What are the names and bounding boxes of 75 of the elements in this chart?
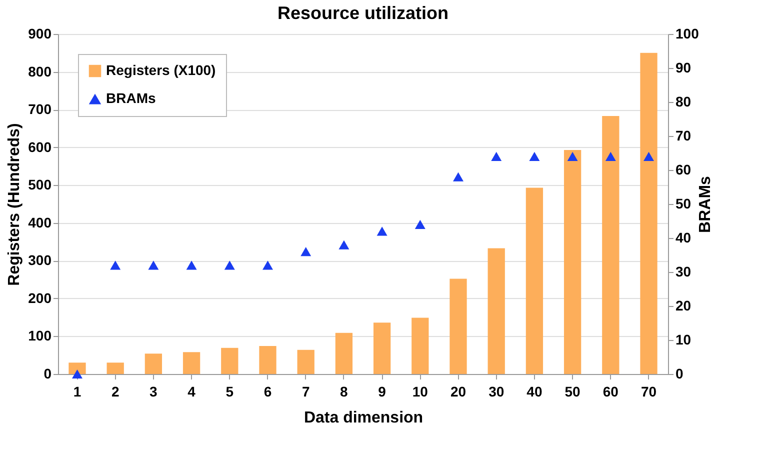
x-tick-label: 1 xyxy=(73,384,82,400)
bar xyxy=(373,322,391,374)
bar xyxy=(602,116,620,374)
y-tick-label: 700 xyxy=(28,101,52,118)
x-axis-title: Data dimension xyxy=(304,410,424,426)
y-tick-label: 500 xyxy=(28,176,52,193)
bar xyxy=(182,352,200,374)
x-tick-label: 40 xyxy=(526,384,542,400)
y-tick-label: 400 xyxy=(28,214,52,230)
legend-label: BRAMs xyxy=(106,90,156,106)
y-tick-label: 100 xyxy=(28,328,52,344)
x-tick-label: 6 xyxy=(264,384,272,400)
point xyxy=(186,260,197,270)
chart-title: Resource utilization xyxy=(277,3,449,23)
point xyxy=(148,260,159,270)
x-tick-label: 9 xyxy=(378,384,386,400)
y-tick-label: 600 xyxy=(28,138,52,155)
y2-tick-label: 10 xyxy=(676,332,692,348)
bar xyxy=(144,354,162,374)
y2-tick-label: 0 xyxy=(676,366,684,382)
bar xyxy=(640,52,658,374)
y-axis-title: Registers (Hundreds) xyxy=(6,123,24,286)
y-tick-label: 0 xyxy=(44,366,52,382)
point xyxy=(300,247,312,256)
y2-tick-label: 80 xyxy=(676,94,692,110)
y2-tick-label: 70 xyxy=(676,128,692,144)
x-tick-label: 2 xyxy=(111,384,120,400)
y2-tick-label: 90 xyxy=(676,60,692,76)
point xyxy=(644,152,654,161)
bar xyxy=(297,350,314,374)
point xyxy=(224,260,235,270)
x-tick-label: 20 xyxy=(450,384,466,400)
x-tick-label: 3 xyxy=(150,384,158,400)
y2-tick-label: 20 xyxy=(676,298,692,314)
y2-tick-label: 60 xyxy=(676,162,692,178)
bar xyxy=(526,188,544,374)
point xyxy=(414,220,426,229)
bar xyxy=(450,278,467,374)
y2-axis-title: BRAMs xyxy=(696,176,714,233)
point xyxy=(338,240,350,250)
point xyxy=(605,152,616,161)
x-tick-label: 70 xyxy=(640,384,657,400)
point xyxy=(72,369,82,379)
y2-tick-label: 50 xyxy=(676,196,692,212)
legend-label: Registers (X100) xyxy=(106,62,216,78)
y-tick-label: 200 xyxy=(28,290,52,306)
y-tick-label: 900 xyxy=(28,26,52,42)
bar xyxy=(335,332,353,374)
x-tick-label: 8 xyxy=(340,384,348,400)
bar xyxy=(564,150,582,374)
x-tick-label: 7 xyxy=(302,384,310,400)
y2-tick-label: 40 xyxy=(676,230,692,246)
bar xyxy=(68,362,86,374)
bar xyxy=(412,318,429,374)
x-tick-label: 10 xyxy=(412,384,428,400)
point xyxy=(529,152,540,161)
x-tick-label: 50 xyxy=(564,384,581,400)
point xyxy=(567,152,578,161)
y2-tick-label: 30 xyxy=(676,264,692,280)
point xyxy=(376,226,388,236)
x-tick-label: 5 xyxy=(226,384,234,400)
bar xyxy=(259,346,276,374)
point xyxy=(453,172,464,182)
bar xyxy=(221,348,238,374)
y-tick-label: 300 xyxy=(28,252,52,268)
point xyxy=(262,260,273,270)
point xyxy=(491,152,502,161)
x-tick-label: 4 xyxy=(188,384,196,400)
y2-tick-label: 100 xyxy=(676,26,700,42)
point xyxy=(110,260,121,270)
y-tick-label: 800 xyxy=(28,63,52,80)
bar xyxy=(488,248,505,374)
bar xyxy=(106,362,124,374)
x-tick-label: 30 xyxy=(488,384,504,400)
x-tick-label: 60 xyxy=(602,384,619,400)
